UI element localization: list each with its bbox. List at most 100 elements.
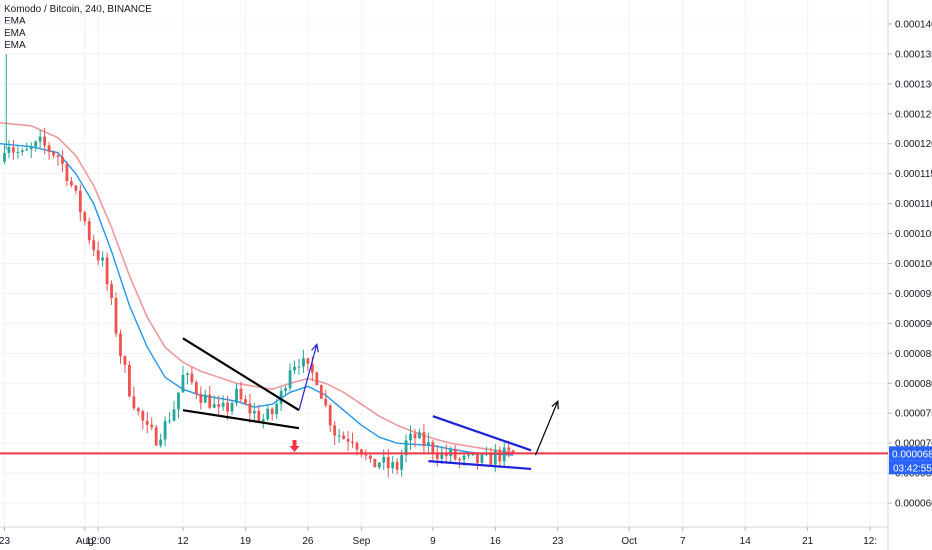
y-tick-label: 0.0000800 <box>895 379 932 390</box>
y-tick-label: 0.0000600 <box>895 499 932 510</box>
y-tick-label: 0.0000700 <box>895 439 932 450</box>
current-price-label: 0.0000683 <box>892 449 932 460</box>
red-down-arrow-icon <box>289 439 300 452</box>
candle-body <box>78 190 82 213</box>
candle-body <box>217 404 221 407</box>
candle-body <box>328 405 332 426</box>
candle-body <box>333 425 337 436</box>
candle-body <box>114 298 118 334</box>
candle-body <box>288 370 292 389</box>
candle-body <box>493 449 497 465</box>
y-tick-label: 0.0001200 <box>895 139 932 150</box>
x-tick-label: Aug <box>76 536 94 547</box>
candle-body <box>426 442 430 446</box>
candle-body <box>346 438 350 442</box>
candle-body <box>293 366 296 371</box>
candle-body <box>20 150 24 152</box>
candle-body <box>373 458 377 468</box>
candle-body <box>16 151 20 153</box>
candle-body <box>511 450 515 454</box>
ema-slow-line <box>0 122 514 453</box>
x-tick-label: 12:00 <box>86 536 111 547</box>
candle-body <box>123 356 127 365</box>
candle-body <box>101 257 105 261</box>
candle-body <box>431 442 435 455</box>
candle-body <box>440 452 444 459</box>
candle-body <box>382 457 386 463</box>
candle-body <box>364 454 368 456</box>
candle-body <box>302 358 305 367</box>
candle-body <box>235 388 238 403</box>
candle-body <box>177 392 180 410</box>
x-tick-label: 19 <box>240 536 252 547</box>
candle-body <box>400 455 404 470</box>
y-tick-label: 0.0001250 <box>895 109 932 120</box>
candle-body <box>172 409 176 421</box>
candle-body <box>310 363 314 373</box>
indicator-ema-3[interactable]: EMA <box>4 40 26 51</box>
countdown-label-bg <box>889 460 932 475</box>
candle-body <box>507 447 511 451</box>
chart-legend: Komodo / Bitcoin, 240, BINANCE EMA EMA E… <box>4 4 152 52</box>
candle-body <box>38 136 42 142</box>
candle-body <box>52 151 55 156</box>
candle-body <box>360 449 363 455</box>
candle-body <box>83 212 87 222</box>
x-tick-label: 7 <box>680 536 686 547</box>
candle-body <box>226 402 229 412</box>
y-tick-label: 0.0001300 <box>895 79 932 90</box>
x-tick-label: 21 <box>802 536 814 547</box>
black-wedge-lower <box>182 409 300 430</box>
current-price-label-bg <box>889 446 932 461</box>
black-target-arrow <box>534 401 559 456</box>
candle-body <box>74 185 78 191</box>
symbol-title[interactable]: Komodo / Bitcoin, 240, BINANCE <box>4 4 152 15</box>
y-tick-label: 0.0000850 <box>895 349 932 360</box>
candle-body <box>141 410 145 421</box>
candle-body <box>3 152 6 162</box>
candle-body <box>244 399 247 404</box>
candle-body <box>279 390 283 404</box>
candle-body <box>467 454 470 456</box>
candle-body <box>208 394 212 408</box>
candle-body <box>181 374 185 393</box>
candle-body <box>368 455 372 459</box>
candle-body <box>337 435 341 437</box>
candle-body <box>11 147 15 153</box>
indicator-ema-1[interactable]: EMA <box>4 16 26 27</box>
candle-body <box>257 410 261 422</box>
candle-body <box>315 372 319 386</box>
candle-body <box>355 442 359 450</box>
x-tick-label: 23 <box>552 536 564 547</box>
price-axis[interactable]: 0.0001400 0.0001350 0.0001300 0.0001250 0.00… <box>888 19 932 510</box>
candle-body <box>110 284 113 299</box>
candle-body <box>212 404 216 408</box>
candle-body <box>270 408 274 415</box>
candle-body <box>284 388 287 391</box>
x-tick-label: 23 <box>0 536 10 547</box>
candle-body <box>168 420 171 422</box>
candle-body <box>422 432 426 446</box>
candle-body <box>239 388 243 400</box>
candle-body <box>275 403 279 415</box>
y-tick-label: 0.0001050 <box>895 229 932 240</box>
candle-body <box>96 250 100 261</box>
chart-grid <box>0 0 888 527</box>
ema-lines <box>0 122 514 456</box>
candle-body <box>163 421 167 440</box>
candle-body <box>266 408 270 420</box>
candle-body <box>409 433 412 441</box>
blue-wedge-upper <box>432 415 532 452</box>
candle-body <box>65 163 69 182</box>
price-labels: 0.0000683 03:42:55 <box>889 446 932 475</box>
y-tick-label: 0.0000950 <box>895 289 932 300</box>
candle-body <box>132 396 136 409</box>
candle-body <box>43 136 47 146</box>
candle-body <box>119 333 122 357</box>
y-tick-label: 0.0001400 <box>895 19 932 30</box>
x-tick-label: 12: <box>863 536 877 547</box>
indicator-ema-2[interactable]: EMA <box>4 28 26 39</box>
candle-body <box>252 410 256 414</box>
